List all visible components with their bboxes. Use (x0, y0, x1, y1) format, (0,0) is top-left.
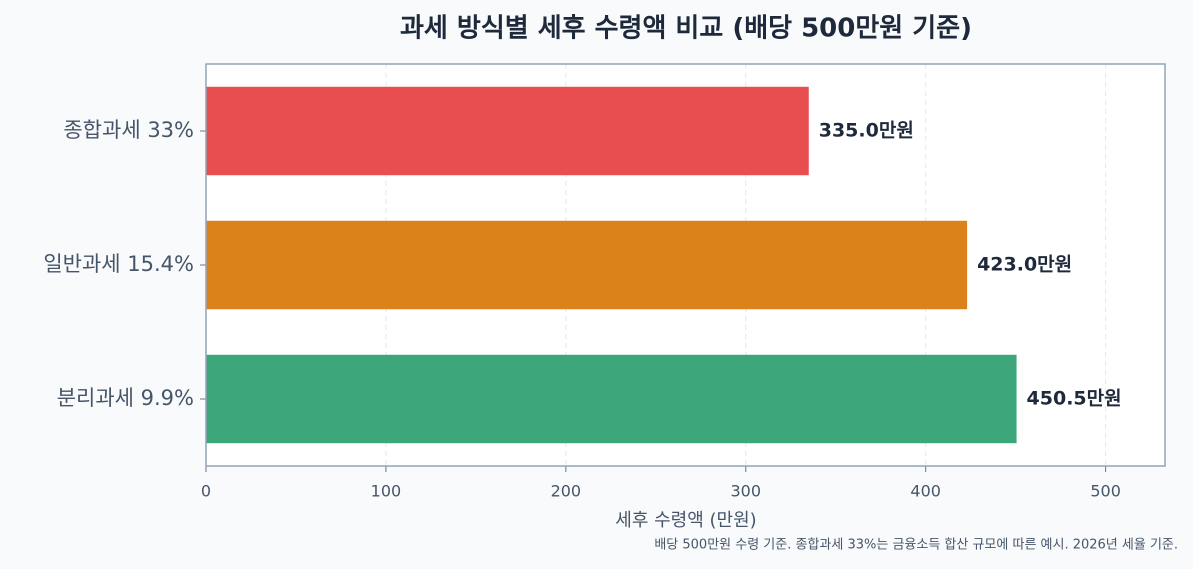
x-axis-label: 세후 수령액 (만원) (615, 510, 756, 531)
data-label: 335.0만원 (819, 120, 914, 142)
chart-title: 과세 방식별 세후 수령액 비교 (배당 500만원 기준) (400, 14, 972, 44)
x-tick-label: 100 (371, 482, 402, 501)
y-tick-label: 분리과세 9.9% (57, 386, 194, 410)
data-label: 450.5만원 (1027, 388, 1122, 410)
bar (206, 220, 968, 310)
y-tick-label: 일반과세 15.4% (43, 252, 194, 276)
x-tick-label: 500 (1090, 482, 1121, 501)
x-tick-label: 400 (910, 482, 941, 501)
footnote: 배당 500만원 수령 기준. 종합과세 33%는 금융소득 합산 규모에 따른… (654, 538, 1178, 553)
plot-border (205, 63, 1166, 467)
x-tick-label: 200 (551, 482, 582, 501)
y-tick-label: 종합과세 33% (63, 118, 194, 142)
data-label: 423.0만원 (977, 254, 1072, 276)
x-tick-label: 0 (201, 482, 211, 501)
x-tick-label: 300 (731, 482, 762, 501)
bar (206, 86, 809, 176)
bar (206, 354, 1017, 444)
